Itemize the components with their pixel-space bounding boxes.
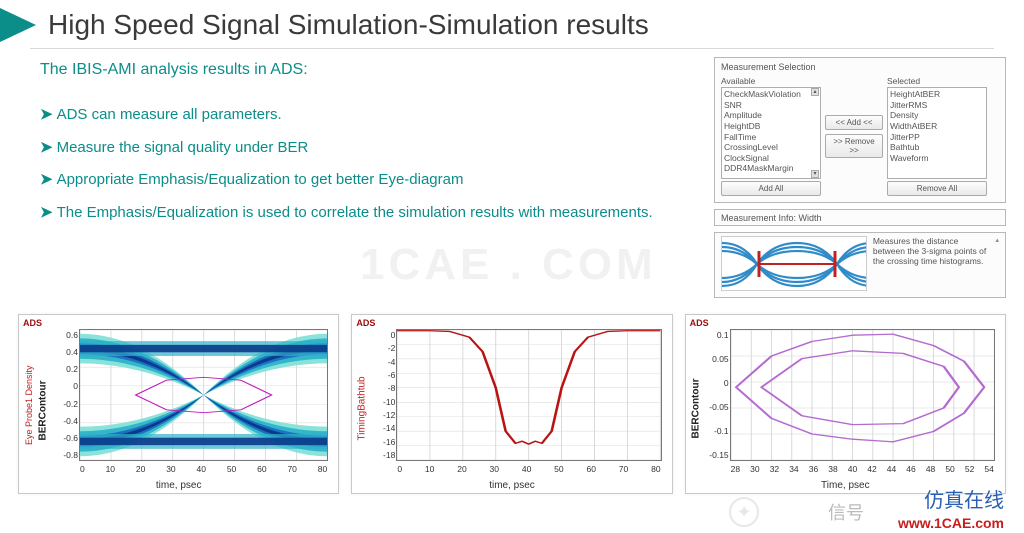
xticks: 01020304050607080 [397,464,660,474]
selected-label: Selected [887,76,987,86]
left-column: The IBIS-AMI analysis results in ADS: ➤A… [40,57,706,298]
list-item[interactable]: FallTime [724,132,818,143]
list-item[interactable]: CheckMaskViolation [724,89,818,100]
info-panel: Measures the distance between the 3-sigm… [714,232,1006,298]
scroll-down-icon[interactable]: ▾ [811,170,819,178]
measurement-selection-panel: Measurement Selection Available ▴ ▾ Chec… [714,57,1006,203]
add-all-button[interactable]: Add All [721,181,821,196]
scroll-up-icon[interactable]: ▴ [811,88,819,96]
add-button[interactable]: << Add << [825,115,883,130]
page-title: High Speed Signal Simulation-Simulation … [48,9,649,41]
charts-row: ADS Eye Probe1 Density BERContour 0.60.4… [18,314,1006,494]
list-item[interactable]: DDR4MaskMargin [724,163,818,174]
yticks: 0.10.050-0.05-0.1-0.15 [701,330,729,460]
ylabel: TimingBathtub [357,376,368,440]
info-panel-title-row: Measurement Info: Width [714,209,1006,226]
available-label: Available [721,76,821,86]
ylabel: BERContour [690,379,701,439]
slide: High Speed Signal Simulation-Simulation … [0,0,1024,533]
info-panel-title: Measurement Info: Width [721,213,822,223]
list-item[interactable]: JitterRMS [890,100,984,111]
selected-listbox[interactable]: HeightAtBERJitterRMSDensityWidthAtBERJit… [887,87,987,179]
bullet-item: ➤Measure the signal quality under BER [40,134,706,163]
list-item[interactable]: Amplitude [724,110,818,121]
info-eye-thumb [721,236,867,291]
footer-wx: 信号 [828,499,864,525]
xticks: 01020304050607080 [80,464,327,474]
ads-label: ADS [23,318,42,328]
eye-diagram-chart: ADS Eye Probe1 Density BERContour 0.60.4… [18,314,339,494]
ylabel-black: BERContour [38,381,49,441]
ber-contour-chart: ADS BERContour 0.10.050-0.05-0.1-0.15 28… [685,314,1006,494]
intro-text: The IBIS-AMI analysis results in ADS: [40,61,706,79]
panel-title: Measurement Selection [721,62,999,72]
list-item[interactable]: ClockSignal [724,153,818,164]
list-item[interactable]: Bathtub [890,142,984,153]
xticks: 2830323436384042444648505254 [731,464,994,474]
yticks: 0.60.40.20-0.2-0.4-0.6-0.8 [50,330,78,460]
footer-url: www.1CAE.com [898,515,1004,531]
list-item[interactable]: Density [890,110,984,121]
wechat-icon: ✦ [729,497,759,527]
list-item[interactable]: Waveform [890,153,984,164]
available-col: Available ▴ ▾ CheckMaskViolationSNRAmpli… [721,76,821,196]
eye-plot: 0.60.40.20-0.2-0.4-0.6-0.8 0102030405060… [79,329,328,461]
bullet-item: ➤The Emphasis/Equalization is used to co… [40,199,706,228]
bullet-item: ➤ADS can measure all parameters. [40,101,706,130]
title-row: High Speed Signal Simulation-Simulation … [0,0,1024,44]
available-listbox[interactable]: ▴ ▾ CheckMaskViolationSNRAmplitudeHeight… [721,87,821,179]
scroll-up-icon[interactable]: ▴ [995,236,999,244]
xlabel: time, psec [19,480,338,491]
bullet-list: ➤ADS can measure all parameters. ➤Measure… [40,101,706,227]
bathtub-plot: 0-2-4-6-8-10-12-14-16-18 010203040506070… [396,329,661,461]
list-item[interactable]: SNR [724,100,818,111]
transfer-buttons: << Add << >> Remove >> [825,76,883,196]
body: The IBIS-AMI analysis results in ADS: ➤A… [0,57,1024,298]
selected-col: Selected HeightAtBERJitterRMSDensityWidt… [887,76,987,196]
yticks: 0-2-4-6-8-10-12-14-16-18 [367,330,395,460]
triangle-icon [0,8,36,42]
bathtub-chart: ADS TimingBathtub 0-2-4-6-8-10-12-14-16-… [351,314,672,494]
bullet-item: ➤Appropriate Emphasis/Equalization to ge… [40,166,706,195]
remove-button[interactable]: >> Remove >> [825,134,883,158]
footer-cn: 仿真在线 [924,484,1004,513]
remove-all-button[interactable]: Remove All [887,181,987,196]
ber-plot: 0.10.050-0.05-0.1-0.15 28303234363840424… [730,329,995,461]
list-item[interactable]: JitterPP [890,132,984,143]
list-item[interactable]: HeightDB [724,121,818,132]
ads-label: ADS [356,318,375,328]
divider [30,48,994,49]
list-item[interactable]: CrossingLevel [724,142,818,153]
list-item[interactable]: WidthAtBER [890,121,984,132]
ylabel-red: Eye Probe1 Density [24,365,34,445]
xlabel: time, psec [352,480,671,491]
info-text: Measures the distance between the 3-sigm… [873,236,990,267]
right-column: Measurement Selection Available ▴ ▾ Chec… [706,57,1006,298]
list-item[interactable]: HeightAtBER [890,89,984,100]
ads-label: ADS [690,318,709,328]
